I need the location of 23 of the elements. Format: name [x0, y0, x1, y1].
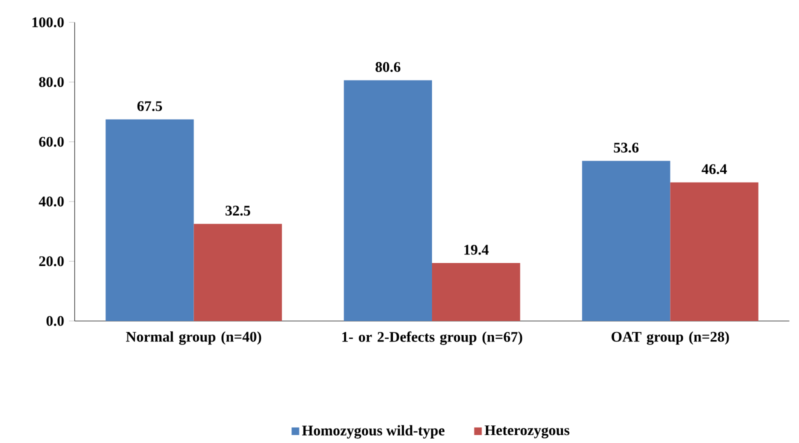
data-label: 32.5 [226, 206, 250, 216]
data-label: 46.4 [702, 164, 727, 174]
data-label: 19.4 [464, 245, 489, 255]
bar [582, 161, 670, 322]
x-tick-label: OAT group (n=28) [612, 332, 729, 345]
y-tick-label: 100.0 [32, 18, 64, 28]
legend-label: Homozygous wild-type [302, 425, 444, 439]
data-label: 53.6 [614, 142, 639, 153]
x-tick-label: 1- or 2-Defects group (n=67) [342, 332, 522, 346]
bar [194, 224, 282, 322]
data-label: 67.5 [137, 101, 162, 112]
bar [432, 263, 520, 322]
x-tick-label: Normal group (n=40) [126, 332, 262, 345]
bar [344, 80, 432, 322]
legend-label: Heterozygous [484, 426, 570, 438]
bar [670, 182, 758, 322]
bar [106, 120, 194, 322]
y-tick-label: 20.0 [39, 256, 64, 266]
data-label: 80.6 [376, 62, 400, 72]
y-tick-label: 40.0 [38, 196, 64, 207]
y-tick-label: 60.0 [39, 136, 64, 147]
y-tick-label: 0.0 [46, 316, 64, 326]
y-tick-label: 80.0 [39, 77, 64, 88]
